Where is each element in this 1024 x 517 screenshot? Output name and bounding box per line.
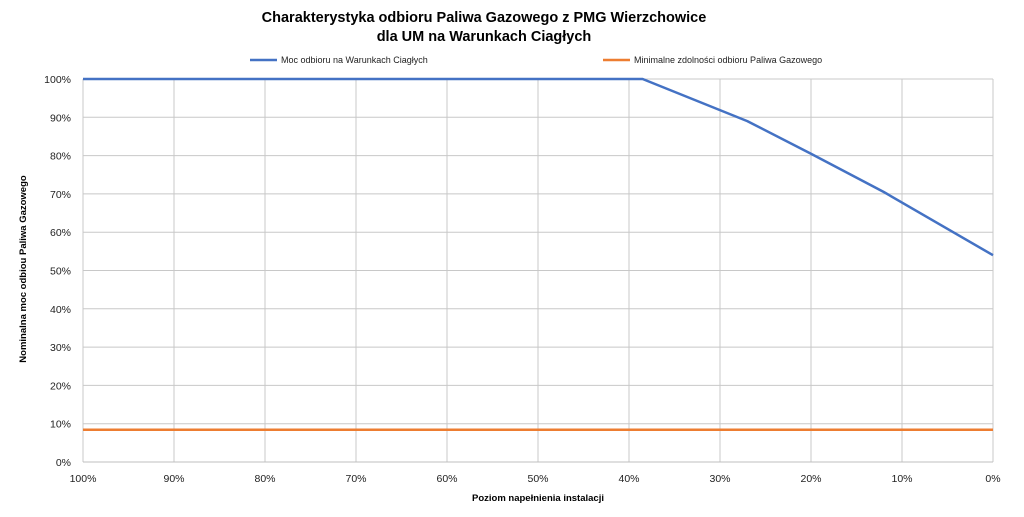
x-tick-label: 80%	[254, 473, 275, 485]
y-tick-label: 30%	[50, 342, 71, 354]
x-tick-label: 40%	[618, 473, 639, 485]
series-layer	[83, 77, 994, 432]
x-tick-label: 60%	[436, 473, 457, 485]
x-tick-label: 100%	[70, 473, 97, 485]
y-axis-title: Nominalna moc odbiou Paliwa Gazowego	[18, 175, 29, 363]
x-tick-label: 10%	[891, 473, 912, 485]
chart-title-line1: Charakterystyka odbioru Paliwa Gazowego …	[262, 10, 707, 26]
y-tick-label: 20%	[50, 380, 71, 392]
y-tick-label: 80%	[50, 151, 71, 163]
y-tick-label: 100%	[44, 74, 71, 86]
x-tick-label: 20%	[800, 473, 821, 485]
legend-label-series-2: Minimalne zdolności odbioru Paliwa Gazow…	[634, 55, 822, 65]
y-tick-label: 10%	[50, 419, 71, 431]
legend-label-series-1: Moc odbioru na Warunkach Ciagłych	[281, 55, 428, 65]
y-tick-label: 60%	[50, 227, 71, 239]
legend: Moc odbioru na Warunkach Ciagłych Minima…	[250, 55, 822, 65]
x-tick-label: 70%	[345, 473, 366, 485]
x-tick-label: 50%	[527, 473, 548, 485]
y-tick-label: 40%	[50, 304, 71, 316]
y-tick-label: 0%	[56, 457, 71, 469]
x-axis-ticks: 100% 90% 80% 70% 60% 50% 40% 30% 20% 10% 0%	[70, 473, 1001, 485]
x-tick-label: 0%	[985, 473, 1000, 485]
gridlines	[82, 78, 994, 463]
chart-title-line2: dla UM na Warunkach Ciagłych	[377, 29, 592, 45]
y-axis-ticks: 0% 10% 20% 30% 40% 50% 60% 70% 80% 90% 100%	[44, 74, 71, 469]
y-tick-label: 90%	[50, 112, 71, 124]
series-line-1	[83, 77, 994, 257]
y-tick-label: 50%	[50, 266, 71, 278]
x-tick-label: 30%	[709, 473, 730, 485]
y-tick-label: 70%	[50, 189, 71, 201]
x-axis-title: Poziom napełnienia instalacji	[472, 493, 604, 504]
x-tick-label: 90%	[163, 473, 184, 485]
